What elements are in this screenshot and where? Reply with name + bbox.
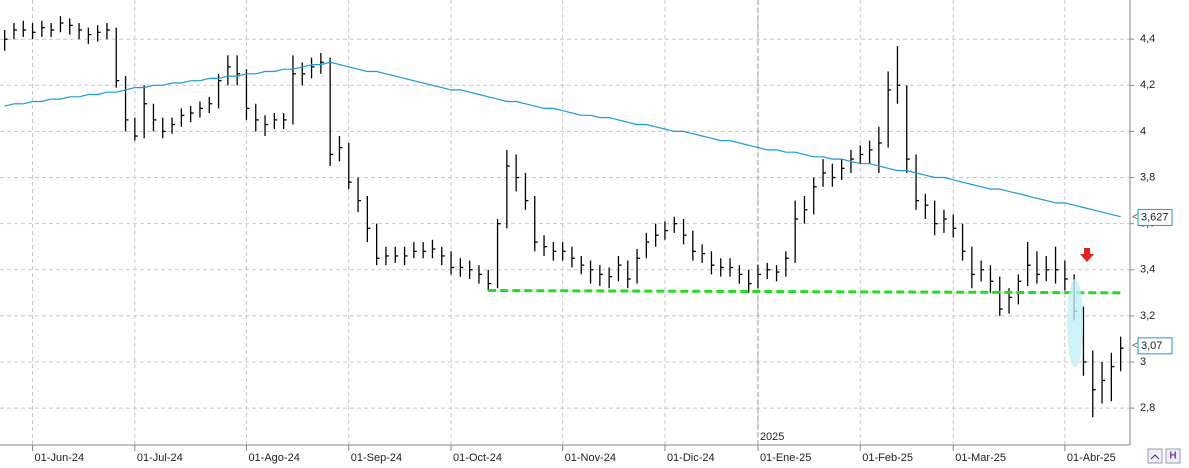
y-tick-label: 2,8 bbox=[1140, 402, 1155, 414]
y-tick-label: 3,2 bbox=[1140, 310, 1155, 322]
y-tick-label: 3 bbox=[1140, 356, 1146, 368]
x-tick-label: 01-Nov-24 bbox=[565, 452, 616, 464]
last-arrow: < bbox=[1132, 212, 1138, 223]
support-line bbox=[488, 289, 1121, 295]
zoom-icon bbox=[1150, 454, 1160, 460]
x-tick-label: 01-Oct-24 bbox=[453, 452, 502, 464]
y-tick-label: 4,4 bbox=[1140, 33, 1155, 45]
save-icon: H bbox=[1169, 451, 1176, 462]
x-tick-label: 01-Dic-24 bbox=[667, 452, 715, 464]
last-box bbox=[1137, 337, 1173, 355]
last-label: 3,627 bbox=[1141, 211, 1169, 223]
last-arrow: < bbox=[1132, 340, 1138, 351]
x-tick-label: 01-Feb-25 bbox=[862, 452, 913, 464]
y-tick-label: 3,8 bbox=[1140, 171, 1155, 183]
last-box bbox=[1137, 208, 1173, 226]
axes: 2,833,23,43,63,844,24,401-Jun-2401-Jul-2… bbox=[32, 33, 1173, 464]
zoom-button[interactable] bbox=[1147, 448, 1163, 464]
y-tick-label: 4,2 bbox=[1140, 79, 1155, 91]
arrow bbox=[1080, 248, 1094, 262]
x-tick-label: 01-Ago-24 bbox=[248, 452, 299, 464]
highlight bbox=[1067, 279, 1083, 367]
x-tick-label: 01-Abr-25 bbox=[1067, 452, 1116, 464]
moving-average bbox=[4, 61, 1121, 218]
year-label: 2025 bbox=[760, 431, 784, 443]
save-button[interactable] bbox=[1165, 448, 1181, 464]
x-tick-label: 01-Sep-24 bbox=[351, 452, 402, 464]
x-tick-label: 01-Jun-24 bbox=[35, 452, 85, 464]
marks bbox=[4, 16, 1124, 418]
y-tick-label: 3,4 bbox=[1140, 264, 1155, 276]
x-tick-label: 01-Mar-25 bbox=[955, 452, 1006, 464]
y-tick-label: 4 bbox=[1140, 125, 1146, 137]
x-tick-label: 01-Ene-25 bbox=[760, 452, 811, 464]
last-label: 3,07 bbox=[1141, 340, 1162, 352]
x-tick-label: 01-Jul-24 bbox=[137, 452, 183, 464]
